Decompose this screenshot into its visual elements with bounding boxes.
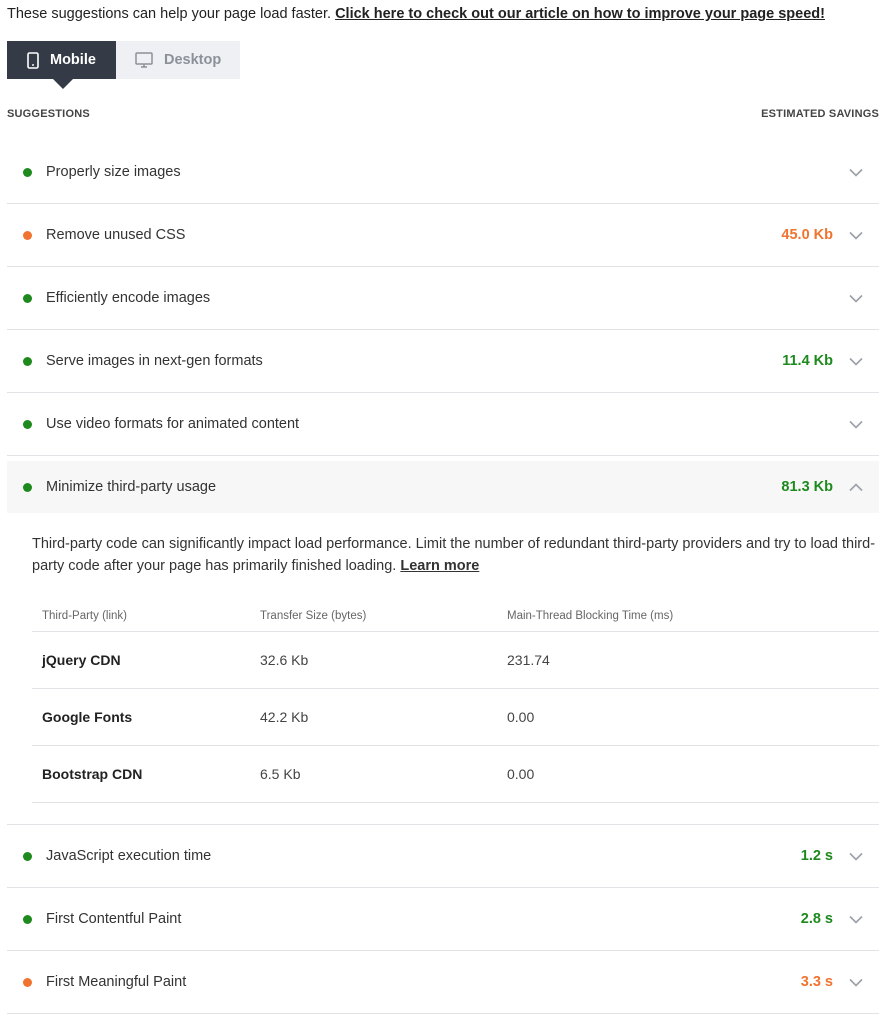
status-dot (23, 851, 32, 861)
chevron-down-icon[interactable] (849, 165, 863, 179)
suggestion-saving: 81.3 Kb (781, 479, 833, 495)
transfer-size: 6.5 Kb (260, 766, 301, 782)
transfer-size: 42.2 Kb (260, 709, 309, 725)
tab-mobile-label: Mobile (50, 52, 96, 68)
suggestion-row[interactable]: Properly size images (7, 141, 879, 204)
suggestion-label: Efficiently encode images (46, 290, 211, 306)
column-header: Transfer Size (bytes) (260, 609, 367, 622)
tab-desktop-label: Desktop (164, 52, 222, 68)
table-row: Bootstrap CDN 6.5 Kb 0.00 (32, 746, 879, 803)
suggestion-label: First Meaningful Paint (46, 974, 187, 990)
chevron-down-icon[interactable] (849, 849, 863, 863)
suggestion-row[interactable]: Remove unused CSS 45.0 Kb (7, 204, 879, 267)
status-dot (23, 419, 32, 429)
suggestion-label: Use video formats for animated content (46, 416, 300, 432)
chevron-down-icon[interactable] (849, 912, 863, 926)
intro-text: These suggestions can help your page loa… (7, 6, 825, 22)
table-row: Google Fonts 42.2 Kb 0.00 (32, 689, 879, 746)
chevron-down-icon[interactable] (849, 291, 863, 305)
chevron-down-icon[interactable] (849, 228, 863, 242)
third-party-details: Third-party code can significantly impac… (7, 513, 879, 825)
suggestion-row-expanded[interactable]: Minimize third-party usage 81.3 Kb (7, 461, 879, 513)
suggestion-row[interactable]: JavaScript execution time 1.2 s (7, 825, 879, 888)
third-party-name[interactable]: Bootstrap CDN (42, 766, 143, 782)
suggestion-label: Properly size images (46, 164, 181, 180)
device-tabs: Mobile Desktop (7, 41, 240, 89)
status-dot (23, 167, 32, 177)
mobile-icon (27, 51, 39, 69)
tab-mobile[interactable]: Mobile (7, 41, 116, 89)
tab-desktop[interactable]: Desktop (116, 41, 240, 79)
suggestion-label: JavaScript execution time (46, 848, 212, 864)
suggestions-header: SUGGESTIONS ESTIMATED SAVINGS (7, 108, 879, 120)
third-party-name[interactable]: Google Fonts (42, 709, 133, 725)
table-row: jQuery CDN 32.6 Kb 231.74 (32, 632, 879, 689)
suggestion-saving: 1.2 s (800, 848, 833, 864)
blocking-time: 0.00 (507, 766, 535, 782)
status-dot (23, 293, 32, 303)
status-dot (23, 914, 32, 924)
blocking-time: 0.00 (507, 709, 535, 725)
suggestion-row[interactable]: Serve images in next-gen formats 11.4 Kb (7, 330, 879, 393)
suggestion-row[interactable]: First Meaningful Paint 3.3 s (7, 951, 879, 1014)
column-header: Third-Party (link) (42, 609, 127, 622)
learn-more-link[interactable]: Learn more (400, 558, 480, 574)
transfer-size: 32.6 Kb (260, 652, 309, 668)
intro-message: These suggestions can help your page loa… (7, 6, 336, 22)
suggestions-heading: SUGGESTIONS (7, 108, 90, 120)
third-party-name[interactable]: jQuery CDN (42, 652, 121, 668)
suggestion-row[interactable]: Efficiently encode images (7, 267, 879, 330)
suggestion-label: Remove unused CSS (46, 227, 186, 243)
savings-heading: ESTIMATED SAVINGS (761, 108, 879, 120)
status-dot (23, 230, 32, 240)
suggestion-label: Minimize third-party usage (46, 479, 217, 495)
column-header: Main-Thread Blocking Time (ms) (507, 609, 674, 622)
suggestion-row[interactable]: First Contentful Paint 2.8 s (7, 888, 879, 951)
description-text: Third-party code can significantly impac… (32, 536, 876, 574)
chevron-down-icon[interactable] (849, 417, 863, 431)
table-header: Third-Party (link) Transfer Size (bytes)… (32, 600, 879, 632)
chevron-down-icon[interactable] (849, 975, 863, 989)
blocking-time: 231.74 (507, 652, 550, 668)
suggestion-row[interactable]: Use video formats for animated content (7, 393, 879, 456)
status-dot (23, 482, 32, 492)
suggestion-label: First Contentful Paint (46, 911, 182, 927)
suggestion-saving: 11.4 Kb (782, 353, 833, 369)
third-party-table: Third-Party (link) Transfer Size (bytes)… (32, 600, 879, 803)
third-party-description: Third-party code can significantly impac… (32, 533, 877, 577)
status-dot (23, 356, 32, 366)
page-speed-article-link[interactable]: Click here to check out our article on h… (335, 6, 825, 22)
suggestion-label: Serve images in next-gen formats (46, 353, 263, 369)
suggestion-saving: 3.3 s (800, 974, 833, 990)
chevron-down-icon[interactable] (849, 354, 863, 368)
suggestion-saving: 2.8 s (800, 911, 833, 927)
chevron-up-icon[interactable] (849, 480, 863, 494)
suggestion-saving: 45.0 Kb (781, 227, 833, 243)
status-dot (23, 977, 32, 987)
desktop-icon (135, 52, 153, 68)
